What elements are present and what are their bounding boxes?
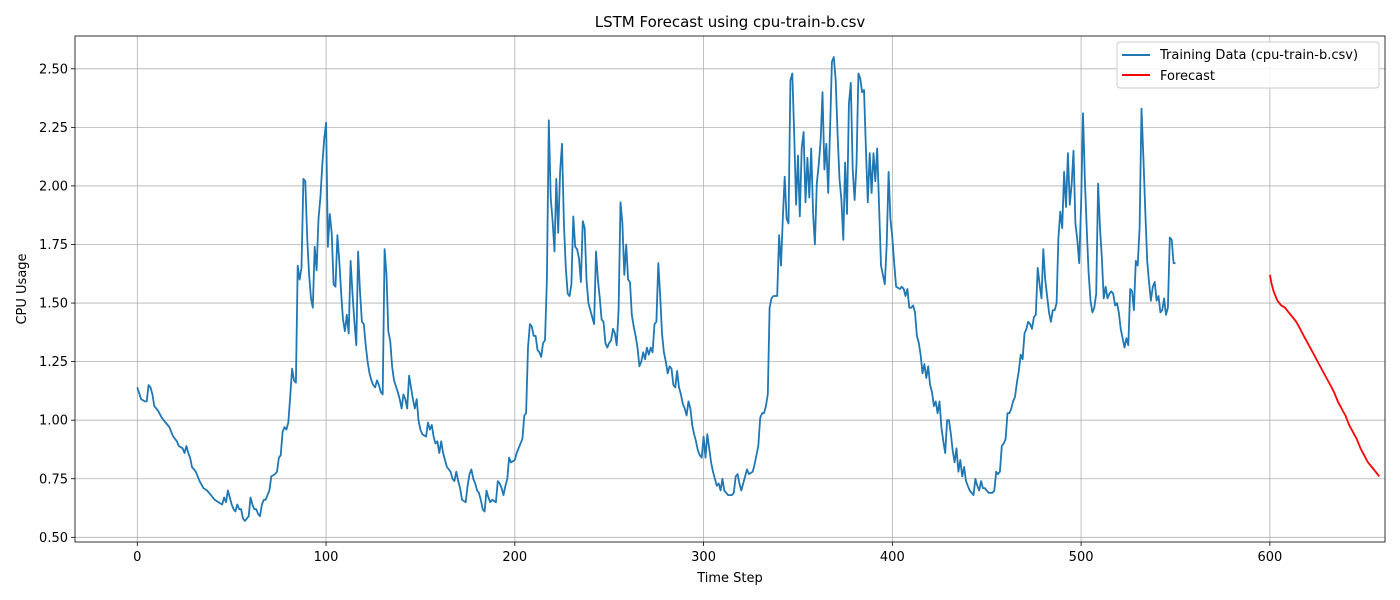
legend: Training Data (cpu-train-b.csv) Forecast <box>1116 41 1380 89</box>
x-tick-label: 300 <box>691 550 716 565</box>
x-tick-label: 100 <box>314 550 339 565</box>
training-data-line <box>136 56 1176 522</box>
axis-ticks: 0 100 200 300 400 500 600 0.50 0.75 1.00 1.25 1.50 1… <box>39 62 1282 565</box>
x-tick-label: 400 <box>880 550 905 565</box>
legend-box <box>1116 41 1380 89</box>
y-tick-label: 2.00 <box>39 179 68 194</box>
y-tick-label: 1.75 <box>39 238 68 253</box>
x-axis-title: Time Step <box>696 571 763 586</box>
y-tick-label: 1.25 <box>39 355 68 370</box>
plot-frame <box>74 35 1386 543</box>
x-tick-label: 500 <box>1069 550 1094 565</box>
y-axis-title: CPU Usage <box>15 253 30 324</box>
grid <box>75 36 1385 542</box>
x-tick-label: 600 <box>1257 550 1282 565</box>
y-tick-label: 0.75 <box>39 472 68 487</box>
chart-title: LSTM Forecast using cpu-train-b.csv <box>595 13 866 31</box>
legend-label-training: Training Data (cpu-train-b.csv) <box>1159 48 1358 63</box>
y-tick-label: 0.50 <box>39 531 68 546</box>
x-tick-label: 200 <box>502 550 527 565</box>
y-tick-label: 2.25 <box>39 121 68 136</box>
plot-series <box>136 56 1381 522</box>
y-tick-label: 2.50 <box>39 62 68 77</box>
y-tick-label: 1.50 <box>39 297 68 312</box>
legend-label-forecast: Forecast <box>1160 69 1215 84</box>
y-tick-label: 1.00 <box>39 414 68 429</box>
x-tick-label: 0 <box>133 550 141 565</box>
forecast-line <box>1269 274 1381 477</box>
